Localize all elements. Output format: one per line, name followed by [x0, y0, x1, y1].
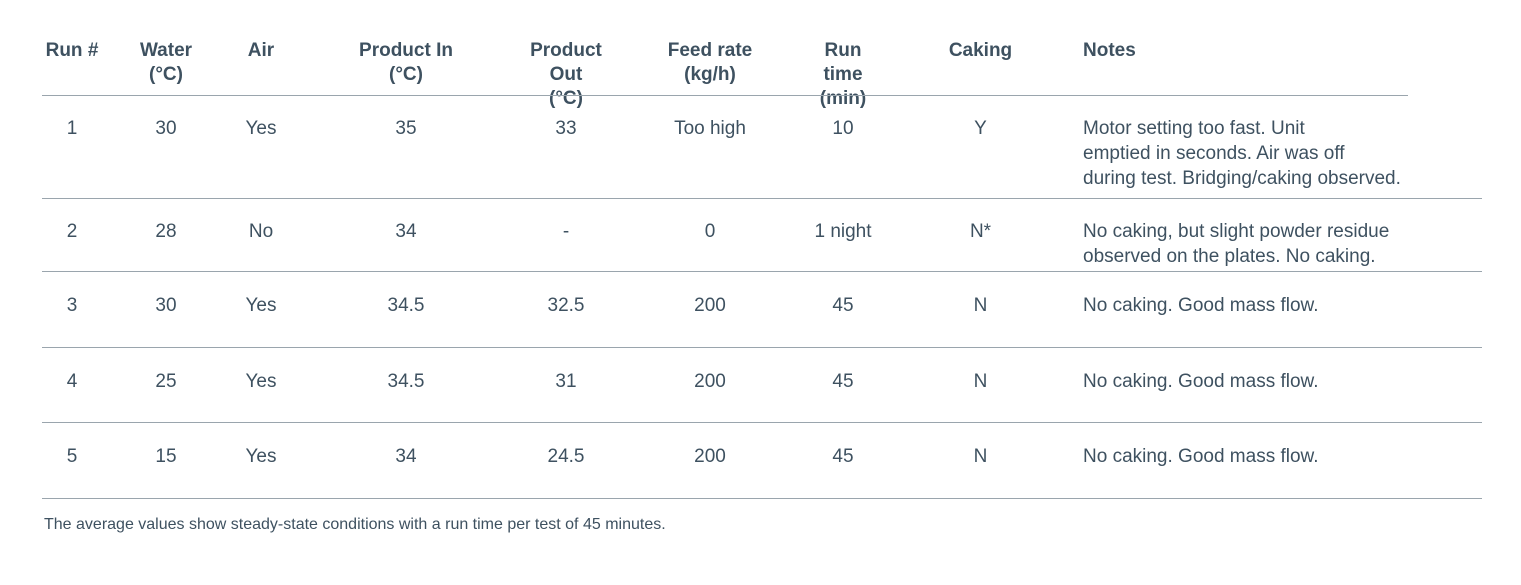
cell-notes: No caking. Good mass flow. [1083, 446, 1319, 467]
cell-air: Yes [245, 295, 277, 316]
cell-water: 30 [155, 118, 177, 139]
cell-product-in: 34.5 [387, 295, 425, 316]
table-header-row: Run # Water (°C) Air Product In (°C) Pro… [42, 30, 1482, 109]
cell-product-in: 34.5 [387, 371, 425, 392]
cell-product-out: 31 [555, 371, 577, 392]
cell-product-out: - [562, 221, 570, 242]
col-header-water: Water (°C) [139, 40, 193, 85]
cell-water: 15 [155, 446, 177, 467]
cell-caking: N* [969, 221, 992, 242]
cell-feed-rate: 200 [694, 371, 726, 392]
cell-caking: N [973, 446, 988, 467]
col-header-product-out: Product Out (°C) [530, 40, 602, 109]
cell-product-in: 34 [395, 446, 417, 467]
col-header-air: Air [247, 40, 275, 61]
cell-feed-rate: 200 [694, 295, 726, 316]
cell-feed-rate: 0 [704, 221, 716, 242]
table-row: 1 30 Yes 35 33 Too high 10 Y Motor setti… [42, 96, 1482, 199]
col-header-caking: Caking [948, 40, 1013, 61]
table-row: 3 30 Yes 34.5 32.5 200 45 N No caking. G… [42, 272, 1482, 348]
cell-feed-rate: Too high [674, 118, 746, 139]
col-header-feed-rate: Feed rate (kg/h) [667, 40, 753, 85]
cell-run: 4 [66, 371, 78, 392]
cell-caking: Y [974, 118, 987, 139]
col-header-product-in: Product In (°C) [359, 40, 453, 85]
cell-air: Yes [245, 371, 277, 392]
cell-product-in: 34 [395, 221, 417, 242]
cell-caking: N [973, 371, 988, 392]
cell-notes: No caking. Good mass flow. [1083, 295, 1319, 316]
test-runs-table: Run # Water (°C) Air Product In (°C) Pro… [42, 30, 1482, 535]
cell-air: Yes [245, 118, 277, 139]
cell-water: 25 [155, 371, 177, 392]
cell-run-time: 45 [832, 371, 854, 392]
cell-run: 3 [66, 295, 78, 316]
cell-run-time: 45 [832, 295, 854, 316]
cell-notes: Motor setting too fast. Unit emptied in … [1083, 118, 1401, 189]
cell-feed-rate: 200 [694, 446, 726, 467]
cell-product-out: 33 [555, 118, 577, 139]
table-row: 4 25 Yes 34.5 31 200 45 N No caking. Goo… [42, 348, 1482, 423]
cell-product-in: 35 [395, 118, 417, 139]
cell-run: 2 [66, 221, 78, 242]
col-header-run-time: Run time (min) [819, 40, 867, 109]
cell-notes: No caking, but slight powder residue obs… [1083, 221, 1390, 267]
cell-water: 30 [155, 295, 177, 316]
cell-run-time: 45 [832, 446, 854, 467]
cell-run: 1 [66, 118, 78, 139]
table-caption: The average values show steady-state con… [44, 516, 666, 533]
cell-run-time: 10 [832, 118, 854, 139]
cell-air: Yes [245, 446, 277, 467]
cell-water: 28 [155, 221, 177, 242]
cell-run: 5 [66, 446, 78, 467]
cell-notes: No caking. Good mass flow. [1083, 371, 1319, 392]
cell-caking: N [973, 295, 988, 316]
cell-product-out: 32.5 [547, 295, 585, 316]
col-header-run: Run # [45, 40, 99, 61]
table-row: 2 28 No 34 - 0 1 night N* No caking, but… [42, 199, 1482, 272]
table-row: 5 15 Yes 34 24.5 200 45 N No caking. Goo… [42, 423, 1482, 499]
col-header-notes: Notes [1083, 40, 1136, 61]
cell-product-out: 24.5 [547, 446, 585, 467]
cell-run-time: 1 night [814, 221, 872, 242]
cell-air: No [248, 221, 274, 242]
